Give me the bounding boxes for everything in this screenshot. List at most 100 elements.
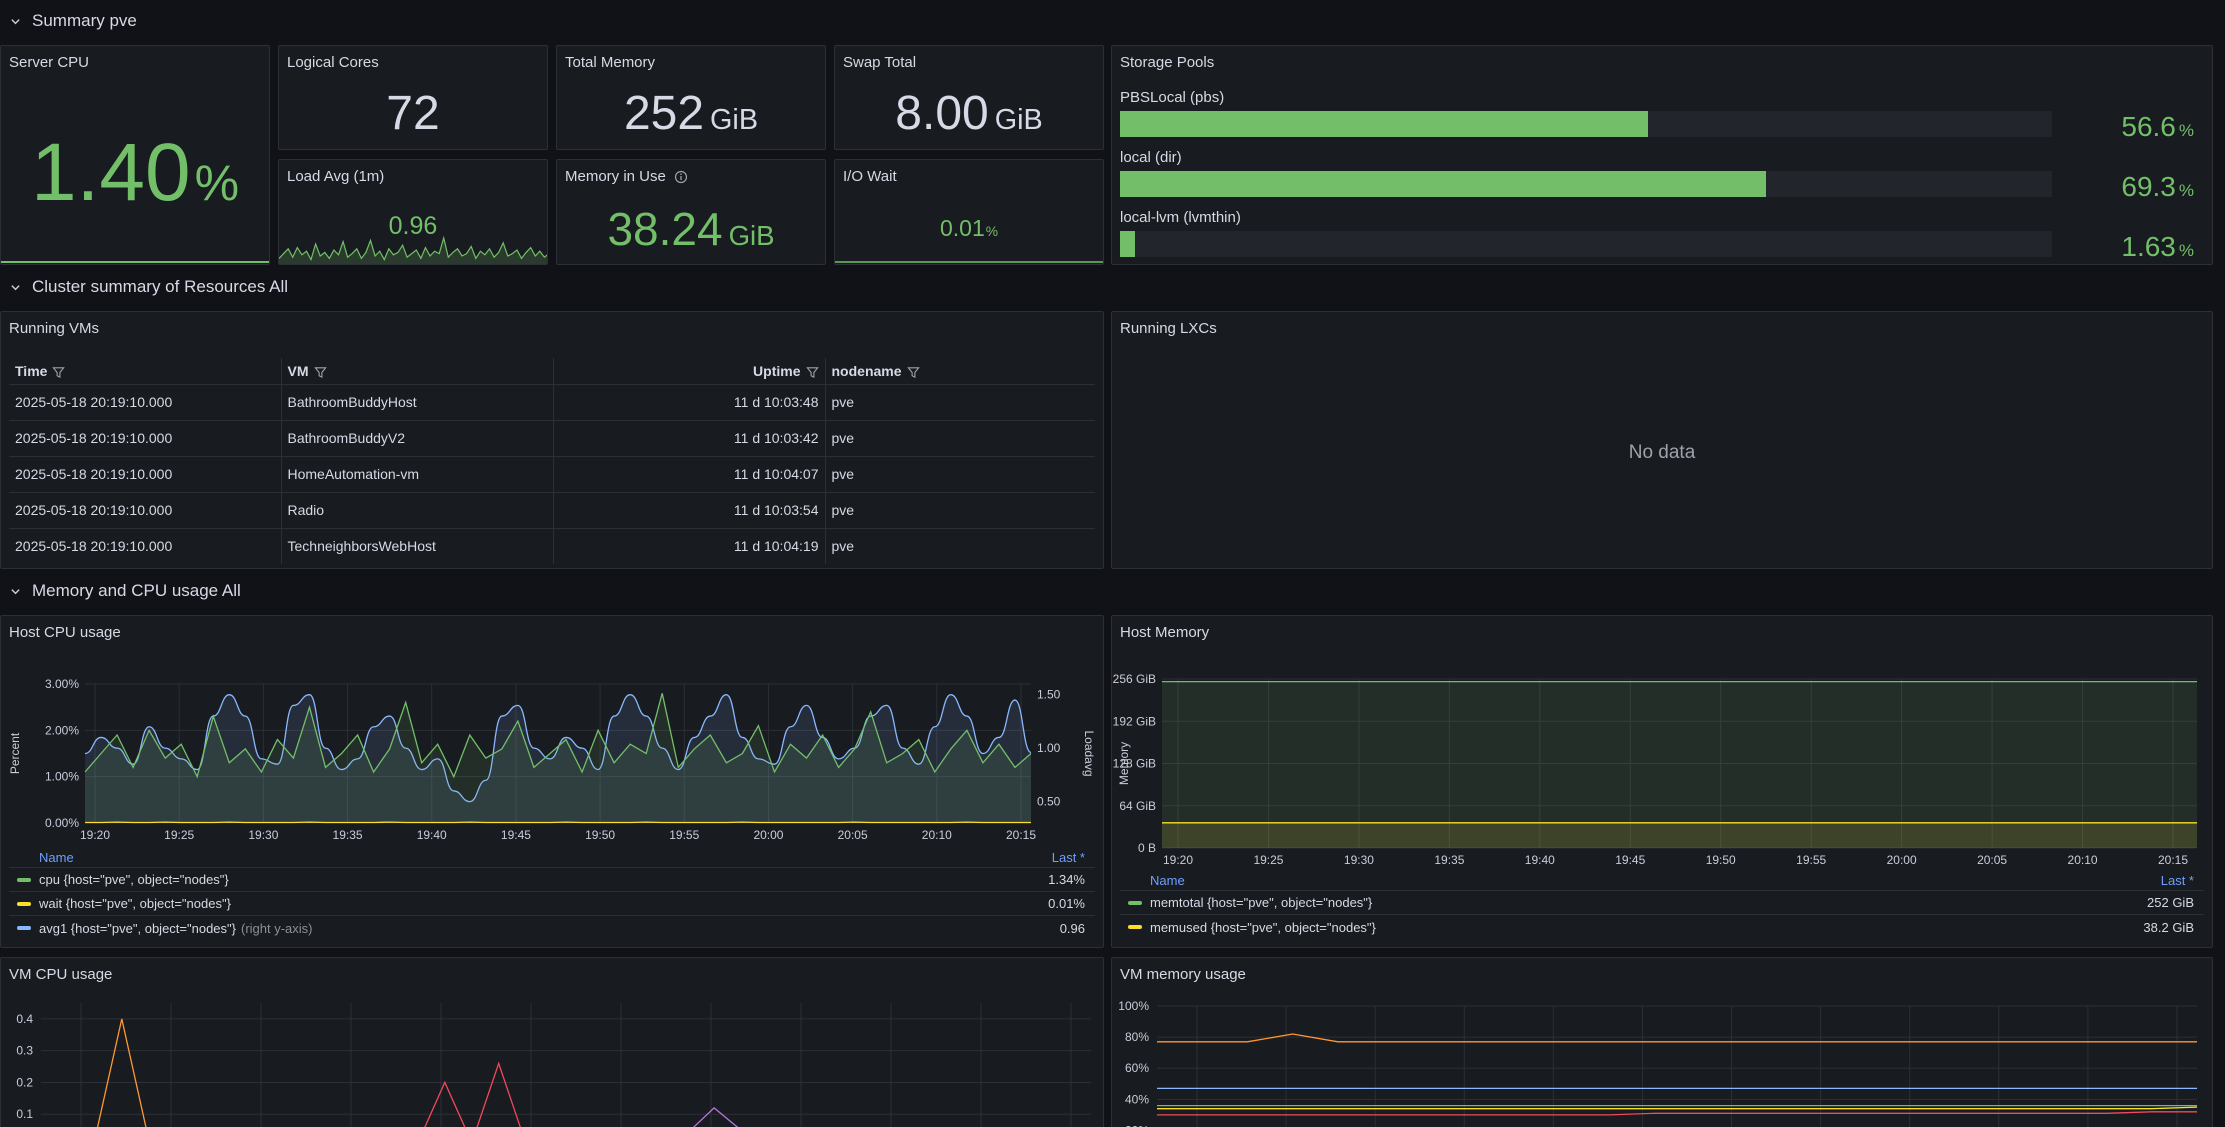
filter-icon[interactable] <box>313 366 327 379</box>
chevron-down-icon[interactable] <box>8 280 22 294</box>
x-tick-label: 19:30 <box>1344 853 1374 867</box>
vm-memory-chart[interactable]: 20% 40% 60% 80% 100% <box>1112 958 2213 1127</box>
chevron-down-icon[interactable] <box>8 584 22 598</box>
host-cpu-panel[interactable]: Host CPU usage 0.00% 1.00% 2.00% 3.00% 0.50 1… <box>0 615 1104 948</box>
x-tick-label: 20:05 <box>1977 853 2007 867</box>
cell-vm: Radio <box>280 492 553 529</box>
swap-total-title: Swap Total <box>843 54 917 71</box>
series-line-vm <box>424 1061 521 1127</box>
cell-nodename: pve <box>824 456 1095 493</box>
legend-item[interactable]: cpu {host="pve", object="nodes"} 1.34% <box>9 868 1095 892</box>
table-row[interactable]: 2025-05-18 20:19:10.000 BathroomBuddyV2 11… <box>9 420 1095 457</box>
y-tick-label: 3.00% <box>45 677 79 691</box>
cell-vm: BathroomBuddyHost <box>280 384 553 421</box>
table-row[interactable]: 2025-05-18 20:19:10.000 HomeAutomation-vm… <box>9 456 1095 493</box>
storage-pool: local-lvm (lvmthin) 1.63% <box>1120 209 2204 264</box>
legend-last-value: 252 GiB <box>2147 895 2194 910</box>
x-tick-label: 20:15 <box>2158 853 2188 867</box>
running-vms-table: Time VM Uptime nodename 2025-05-18 20:19… <box>9 358 1095 564</box>
legend-last-header[interactable]: Last * <box>1051 850 1085 865</box>
x-tick-label: 19:20 <box>80 828 110 842</box>
x-tick-label: 19:50 <box>585 828 615 842</box>
cell-vm: BathroomBuddyV2 <box>280 420 553 457</box>
series-area-cpu <box>85 693 1031 823</box>
sparkline-line <box>279 235 547 262</box>
legend-name-header[interactable]: Name <box>1150 873 1185 888</box>
vm-cpu-chart[interactable]: 0.1 0.2 0.3 0.4 <box>1 958 1104 1127</box>
legend-name-header[interactable]: Name <box>39 850 74 865</box>
table-row[interactable]: 2025-05-18 20:19:10.000 Radio 11 d 10:03:5… <box>9 492 1095 529</box>
row-memcpu-title: Memory and CPU usage All <box>32 581 241 600</box>
running-lxcs-panel[interactable]: Running LXCs No data <box>1111 311 2213 569</box>
logical-cores-title: Logical Cores <box>287 54 379 71</box>
host-cpu-chart[interactable]: 0.00% 1.00% 2.00% 3.00% 0.50 1.00 1.50 19:20 19:… <box>1 616 1104 851</box>
host-memory-title: Host Memory <box>1120 624 1210 641</box>
logical-cores-panel[interactable]: Logical Cores 72 <box>278 45 548 150</box>
pool-value: 56.6% <box>2121 111 2194 142</box>
series-line-vm <box>96 1018 147 1127</box>
pool-label: local-lvm (lvmthin) <box>1120 209 1241 226</box>
cell-time: 2025-05-18 20:19:10.000 <box>9 492 281 529</box>
vm-memory-panel[interactable]: VM memory usage 20% 40% 60% 80% 100% <box>1111 957 2213 1127</box>
load-avg-panel[interactable]: Load Avg (1m) 0.96 <box>278 159 548 265</box>
running-lxcs-title: Running LXCs <box>1120 320 1217 337</box>
sparkline-area <box>279 238 547 264</box>
x-tick-label: 19:25 <box>1253 853 1283 867</box>
cell-time: 2025-05-18 20:19:10.000 <box>15 538 173 555</box>
filter-icon[interactable] <box>52 366 66 379</box>
legend-swatch <box>17 877 31 882</box>
x-tick-label: 20:05 <box>838 828 868 842</box>
server-cpu-panel[interactable]: Server CPU 1.40% <box>0 45 270 265</box>
cell-time: 2025-05-18 20:19:10.000 <box>9 420 281 457</box>
chevron-down-icon[interactable] <box>8 14 22 28</box>
cell-time: 2025-05-18 20:19:10.000 <box>9 384 281 421</box>
storage-pools-panel[interactable]: Storage Pools PBSLocal (pbs) 56.6% local… <box>1111 45 2213 265</box>
x-tick-label: 19:50 <box>1706 853 1736 867</box>
col-header-vm[interactable]: VM <box>280 358 553 385</box>
legend-swatch <box>17 926 31 930</box>
x-tick-label: 19:45 <box>1615 853 1645 867</box>
load-avg-value: 0.96 <box>388 212 438 240</box>
y-axis-label: Percent <box>8 732 22 774</box>
legend-item[interactable]: avg1 {host="pve", object="nodes"} (right … <box>9 916 1095 940</box>
series-line-cpu <box>84 693 1032 779</box>
swap-total-value: 8.00 GiB <box>895 87 1043 140</box>
table-row[interactable]: 2025-05-18 20:19:10.000 BathroomBuddyHost… <box>9 384 1095 421</box>
host-memory-chart[interactable]: 0 B 64 GiB 128 GiB 192 GiB 256 GiB 19:20 19:25… <box>1112 616 2213 874</box>
col-header-time[interactable]: Time <box>9 358 281 385</box>
col-header-nodename[interactable]: nodename <box>824 358 1095 385</box>
storage-pools-title: Storage Pools <box>1120 54 1215 71</box>
legend-note: (right y-axis) <box>241 920 313 936</box>
running-vms-panel[interactable]: Running VMs Time VM Uptime nodename 2025… <box>0 311 1104 569</box>
y-tick-label: 0.1 <box>16 1107 33 1121</box>
legend-label: cpu {host="pve", object="nodes"} <box>39 872 229 887</box>
y-tick-label: 20% <box>1125 1123 1149 1127</box>
total-memory-value: 252 GiB <box>623 87 759 140</box>
row-memcpu[interactable]: Memory and CPU usage All <box>8 578 241 604</box>
x-tick-label: 19:40 <box>417 828 447 842</box>
legend-item[interactable]: wait {host="pve", object="nodes"} 0.01% <box>9 892 1095 916</box>
filter-icon[interactable] <box>906 366 920 379</box>
row-summary[interactable]: Summary pve <box>8 8 137 34</box>
legend-item[interactable]: memtotal {host="pve", object="nodes"} 252… <box>1120 891 2204 915</box>
total-memory-panel[interactable]: Total Memory 252 GiB <box>556 45 826 150</box>
memory-in-use-panel[interactable]: Memory in Use 38.24 GiB <box>556 159 826 265</box>
filter-icon[interactable] <box>805 366 819 379</box>
table-row[interactable]: 2025-05-18 20:19:10.000 TechneighborsWebH… <box>9 528 1095 564</box>
y2-tick-label: 0.50 <box>1037 795 1061 809</box>
legend-item[interactable]: memused {host="pve", object="nodes"} 38.2… <box>1120 915 2204 939</box>
io-wait-panel[interactable]: I/O Wait 0.01% <box>834 159 1104 265</box>
y2-tick-label: 1.50 <box>1037 688 1061 702</box>
col-header-uptime[interactable]: Uptime <box>552 358 825 385</box>
y-tick-label: 40% <box>1125 1092 1149 1106</box>
info-icon[interactable] <box>674 170 688 184</box>
swap-total-panel[interactable]: Swap Total 8.00 GiB <box>834 45 1104 150</box>
x-tick-label: 19:55 <box>1796 853 1826 867</box>
legend-label: memtotal {host="pve", object="nodes"} <box>1150 895 1373 910</box>
vm-cpu-panel[interactable]: VM CPU usage 0.1 0.2 0.3 0.4 <box>0 957 1104 1127</box>
host-memory-panel[interactable]: Host Memory 0 B 64 GiB 128 GiB 192 GiB 256 G… <box>1111 615 2213 948</box>
row-cluster[interactable]: Cluster summary of Resources All <box>8 274 288 300</box>
series-area-memused <box>1162 822 2197 848</box>
pool-bar-fill <box>1120 231 1136 257</box>
legend-last-header[interactable]: Last * <box>2160 873 2194 888</box>
